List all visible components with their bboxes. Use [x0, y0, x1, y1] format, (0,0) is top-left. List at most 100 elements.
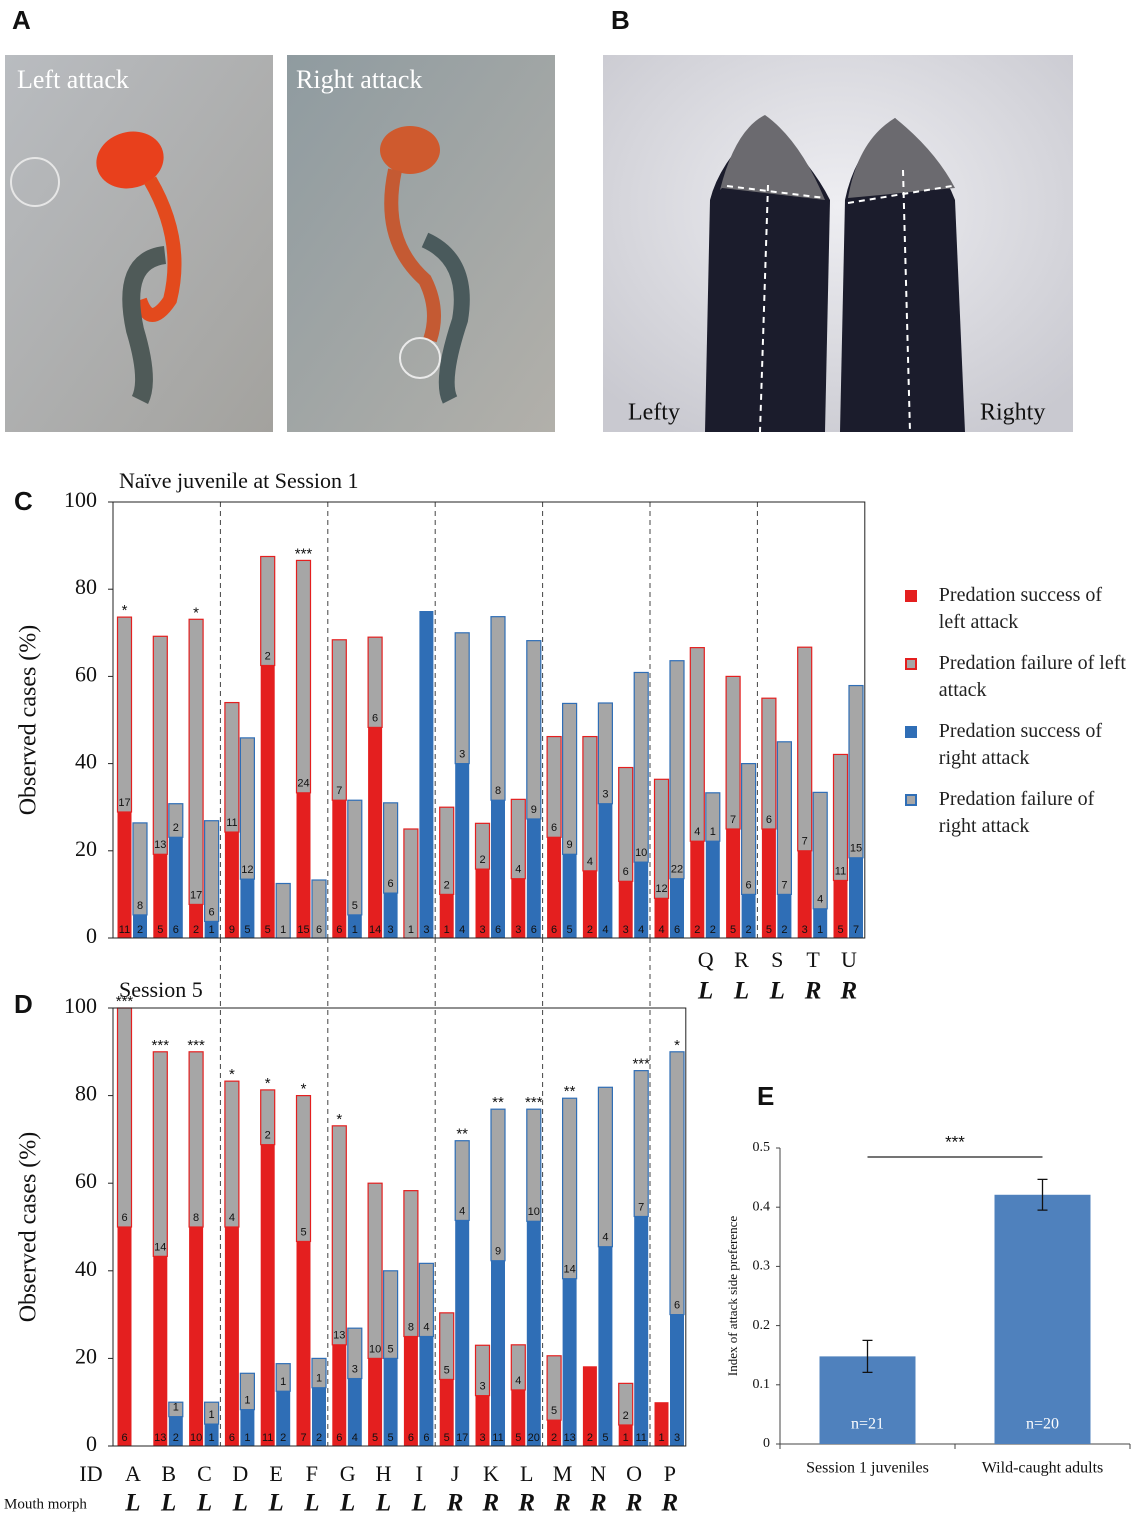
x-tick-label: M: [553, 1461, 573, 1486]
morph-label: L: [733, 978, 749, 1005]
count-label: 5: [551, 1405, 557, 1417]
morph-label: R: [804, 978, 822, 1005]
count-label: 4: [459, 1205, 465, 1217]
bar-failure: [118, 1008, 132, 1227]
legend-swatch: [905, 590, 917, 602]
count-label: 6: [173, 924, 179, 936]
count-label: 2: [781, 924, 787, 936]
count-label: 6: [766, 814, 772, 826]
count-label: 5: [602, 1432, 608, 1444]
y-tick-label: 0.2: [753, 1318, 771, 1333]
bar-failure: [404, 1191, 418, 1337]
significance: **: [456, 1126, 468, 1143]
count-label: 2: [694, 924, 700, 936]
count-label: 2: [479, 854, 485, 866]
count-label: 7: [300, 1432, 306, 1444]
y-tick-label: 100: [64, 487, 97, 512]
count-label: 5: [388, 1432, 394, 1444]
count-label: 6: [121, 1432, 127, 1444]
count-label: 10: [190, 1432, 202, 1444]
x-tick-label: T: [806, 947, 820, 972]
bar-failure: [670, 661, 684, 879]
count-label: 13: [154, 839, 166, 851]
bar-success: [527, 819, 541, 938]
count-label: 8: [193, 1212, 199, 1224]
legend-label: Predation success of left attack: [939, 582, 1129, 636]
morph-label: L: [769, 978, 785, 1005]
bar-failure: [240, 738, 254, 879]
count-label: 3: [674, 1432, 680, 1444]
bar-failure: [491, 1109, 505, 1261]
bar-success: [189, 1227, 203, 1446]
bar-failure: [742, 764, 756, 895]
y-axis-title: Index of attack side preference: [725, 1216, 740, 1376]
bar-failure: [834, 754, 848, 880]
y-tick-label: 0: [86, 923, 97, 948]
photo-caption: Left attack: [17, 65, 129, 94]
legend-label: Predation failure of right attack: [939, 786, 1129, 840]
count-label: 3: [459, 749, 465, 761]
x-tick-label: Wild-caught adults: [982, 1460, 1104, 1477]
morph-label: L: [232, 1490, 248, 1517]
bar-failure: [297, 1096, 311, 1242]
y-tick-label: 0: [86, 1431, 97, 1456]
count-label: 10: [635, 847, 647, 859]
count-label: 14: [154, 1241, 166, 1253]
count-label: 3: [479, 1381, 485, 1393]
bar-success: [455, 764, 469, 938]
count-label: 17: [456, 1432, 468, 1444]
bar-failure: [348, 800, 362, 915]
y-axis-title: Observed cases (%): [16, 1132, 42, 1323]
count-label: 1: [244, 1395, 250, 1407]
count-label: 20: [528, 1432, 540, 1444]
count-label: 5: [837, 924, 843, 936]
bar-failure: [634, 672, 648, 862]
count-label: 11: [635, 1432, 646, 1444]
bar-success: [118, 1227, 132, 1446]
bar-failure: [670, 1052, 684, 1315]
count-label: 4: [229, 1212, 235, 1224]
morph-label: L: [124, 1490, 140, 1517]
count-label: 14: [369, 924, 381, 936]
count-label: 5: [567, 924, 573, 936]
count-label: 22: [671, 864, 683, 876]
count-label: 1: [710, 826, 716, 838]
count-label: 11: [492, 1432, 503, 1444]
count-label: 6: [316, 924, 322, 936]
count-label: 1: [352, 924, 358, 936]
bar-failure: [849, 686, 863, 858]
photo: [287, 55, 555, 432]
count-label: 9: [531, 804, 537, 816]
bar-success: [563, 1279, 577, 1446]
count-label: 11: [226, 817, 237, 829]
bar-success: [491, 1261, 505, 1446]
y-tick-label: 20: [75, 1343, 97, 1368]
y-tick-label: 40: [75, 1256, 97, 1281]
bar-failure: [153, 1052, 167, 1257]
panel-label: E: [757, 1081, 774, 1111]
bar-success: [419, 611, 433, 938]
bar-failure: [583, 737, 597, 871]
count-label: 9: [495, 1246, 501, 1258]
significance: ***: [152, 1037, 170, 1054]
count-label: 7: [336, 785, 342, 797]
bar-success: [332, 1345, 346, 1446]
photo: [603, 55, 1073, 432]
morph-label: L: [160, 1490, 176, 1517]
count-label: 2: [193, 924, 199, 936]
count-label: 12: [655, 883, 667, 895]
x-tick-label: K: [483, 1461, 499, 1486]
count-label: 3: [515, 924, 521, 936]
count-label: 5: [388, 1343, 394, 1355]
count-label: 2: [623, 1410, 629, 1422]
legend-label: Predation success of right attack: [939, 718, 1129, 772]
x-tick-label: S: [771, 947, 783, 972]
x-tick-label: C: [197, 1461, 212, 1486]
morph-label: L: [196, 1490, 212, 1517]
bar-success: [332, 800, 346, 938]
panel-label: C: [14, 486, 33, 516]
photo-caption: Righty: [980, 400, 1045, 426]
x-tick-label: E: [269, 1461, 282, 1486]
count-label: 12: [241, 864, 253, 876]
bar-success: [225, 832, 239, 938]
